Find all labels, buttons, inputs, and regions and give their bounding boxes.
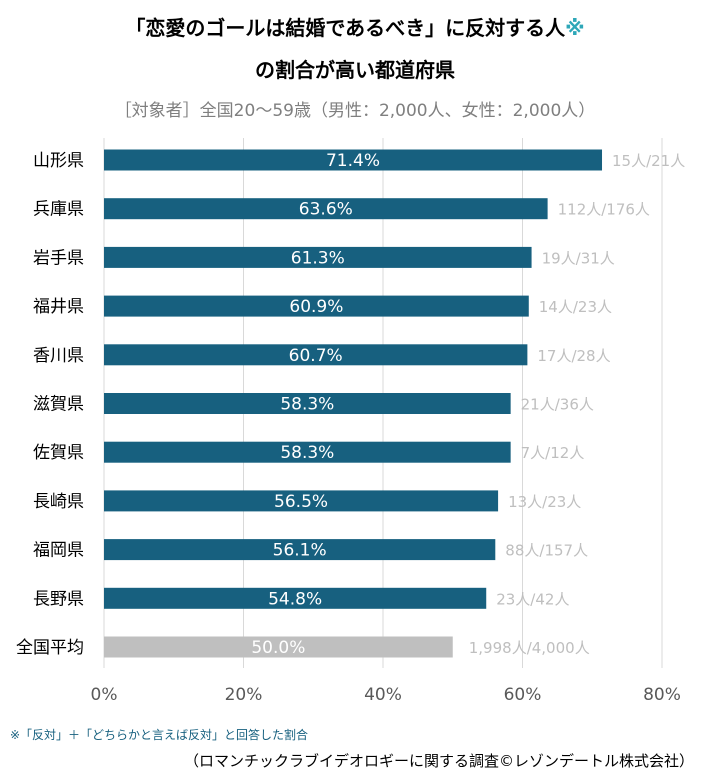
bar-value-label: 63.6% — [299, 200, 353, 220]
category-label: 福岡県 — [33, 541, 84, 561]
category-label: 岩手県 — [33, 248, 84, 268]
bar-value-label: 58.3% — [280, 395, 334, 415]
bar-count-label: 17人/28人 — [537, 347, 610, 365]
bar-value-label: 56.5% — [274, 492, 328, 512]
bar — [104, 246, 532, 268]
x-tick-label: 60% — [504, 685, 542, 705]
bar — [104, 198, 548, 220]
x-tick-label: 0% — [91, 685, 118, 705]
category-label: 全国平均 — [16, 638, 84, 658]
bar-value-label: 60.7% — [289, 346, 343, 366]
bar — [104, 393, 511, 414]
category-label: 兵庫県 — [33, 200, 84, 220]
category-label: 滋賀県 — [33, 395, 84, 415]
category-label: 長崎県 — [33, 492, 84, 512]
bar-value-label: 56.1% — [273, 541, 327, 561]
bar — [104, 295, 529, 317]
bar-count-label: 1,998人/4,000人 — [469, 639, 590, 657]
bar — [104, 539, 496, 561]
chart-subtitle: ［対象者］全国20～59歳（男性：2,000人、女性：2,000人） — [114, 101, 596, 121]
chart-title-line1: 「恋愛のゴールは結婚であるべき」に反対する人※ — [0, 12, 710, 41]
bar-count-label: 19人/31人 — [542, 249, 615, 267]
category-label: 山形県 — [33, 151, 84, 171]
bar-count-label: 14人/23人 — [539, 298, 612, 316]
bar-count-label: 88人/157人 — [505, 542, 588, 560]
category-label: 長野県 — [33, 589, 84, 609]
bar-value-label: 60.9% — [289, 297, 343, 317]
bar — [104, 441, 511, 463]
bar-count-label: 15人/21人 — [612, 152, 685, 170]
footnote: ※「反対」＋「どちらかと言えば反対」と回答した割合 — [10, 728, 309, 742]
chart-title-line2: の割合が高い都道府県 — [255, 58, 455, 82]
source-credit: （ロマンチックラブイデオロギーに関する調査©レゾンデートル株式会社） — [183, 752, 694, 770]
bar-value-label: 54.8% — [268, 589, 322, 609]
bar-count-label: 13人/23人 — [508, 493, 581, 511]
bar-count-label: 7人/12人 — [521, 444, 585, 462]
bar — [104, 587, 487, 609]
category-label: 香川県 — [33, 346, 84, 366]
chart-title-text: 「恋愛のゴールは結婚であるべき」に反対する人 — [125, 16, 566, 40]
bar-value-label: 50.0% — [251, 638, 305, 658]
x-tick-label: 40% — [364, 685, 402, 705]
bar — [104, 344, 528, 366]
category-label: 佐賀県 — [33, 443, 84, 463]
x-tick-label: 80% — [643, 685, 681, 705]
bar — [104, 636, 453, 658]
bar — [104, 149, 603, 171]
bar-count-label: 23人/42人 — [496, 590, 569, 608]
bar-value-label: 58.3% — [280, 443, 334, 463]
category-label: 福井県 — [33, 297, 84, 317]
x-tick-label: 20% — [225, 685, 263, 705]
chart-title-asterisk-mark: ※ — [565, 16, 585, 40]
bar-value-label: 71.4% — [326, 151, 380, 171]
bar — [104, 490, 499, 512]
bar-count-label: 112人/176人 — [558, 201, 650, 219]
bar-count-label: 21人/36人 — [521, 396, 594, 414]
bar-value-label: 61.3% — [291, 248, 345, 268]
